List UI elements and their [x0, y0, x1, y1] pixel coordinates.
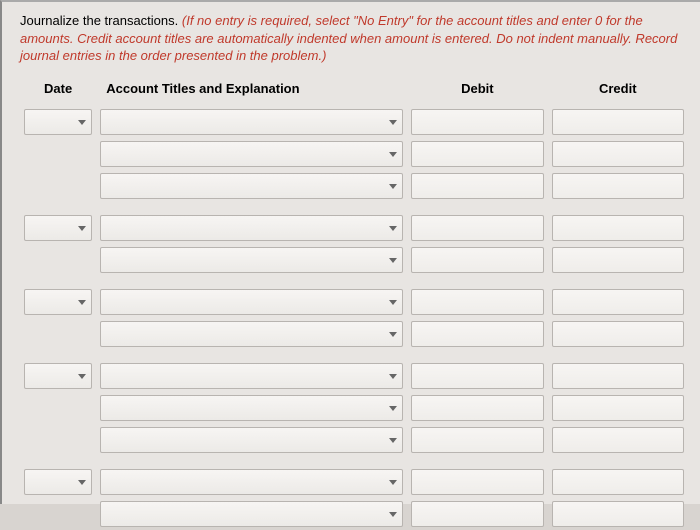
account-title-select[interactable]	[100, 363, 403, 389]
debit-input[interactable]	[411, 247, 543, 273]
date-select[interactable]	[24, 363, 92, 389]
table-row	[20, 170, 688, 202]
table-row	[20, 138, 688, 170]
debit-input[interactable]	[411, 173, 543, 199]
table-row	[20, 498, 688, 530]
col-header-credit: Credit	[548, 75, 688, 106]
journal-entry-page: Journalize the transactions. (If no entr…	[0, 0, 700, 504]
debit-input[interactable]	[411, 141, 543, 167]
table-row	[20, 466, 688, 498]
credit-input[interactable]	[552, 395, 684, 421]
credit-input[interactable]	[552, 215, 684, 241]
credit-input[interactable]	[552, 321, 684, 347]
col-header-account: Account Titles and Explanation	[96, 75, 407, 106]
account-title-select[interactable]	[100, 173, 403, 199]
credit-input[interactable]	[552, 173, 684, 199]
debit-input[interactable]	[411, 321, 543, 347]
credit-input[interactable]	[552, 469, 684, 495]
col-header-debit: Debit	[407, 75, 547, 106]
col-header-date: Date	[20, 75, 96, 106]
account-title-select[interactable]	[100, 321, 403, 347]
group-separator	[20, 202, 688, 212]
table-row	[20, 244, 688, 276]
date-select[interactable]	[24, 109, 92, 135]
debit-input[interactable]	[411, 427, 543, 453]
account-title-select[interactable]	[100, 141, 403, 167]
credit-input[interactable]	[552, 289, 684, 315]
debit-input[interactable]	[411, 469, 543, 495]
account-title-select[interactable]	[100, 427, 403, 453]
debit-input[interactable]	[411, 109, 543, 135]
instructions-lead: Journalize the transactions.	[20, 13, 178, 28]
account-title-select[interactable]	[100, 469, 403, 495]
table-row	[20, 106, 688, 138]
table-row	[20, 318, 688, 350]
debit-input[interactable]	[411, 363, 543, 389]
group-separator	[20, 276, 688, 286]
table-row	[20, 392, 688, 424]
debit-input[interactable]	[411, 289, 543, 315]
date-select[interactable]	[24, 469, 92, 495]
group-separator	[20, 350, 688, 360]
credit-input[interactable]	[552, 247, 684, 273]
credit-input[interactable]	[552, 141, 684, 167]
date-select[interactable]	[24, 289, 92, 315]
debit-input[interactable]	[411, 501, 543, 527]
credit-input[interactable]	[552, 109, 684, 135]
table-row	[20, 360, 688, 392]
account-title-select[interactable]	[100, 109, 403, 135]
credit-input[interactable]	[552, 427, 684, 453]
table-row	[20, 286, 688, 318]
account-title-select[interactable]	[100, 501, 403, 527]
table-row	[20, 424, 688, 456]
debit-input[interactable]	[411, 395, 543, 421]
instructions: Journalize the transactions. (If no entr…	[20, 12, 688, 65]
table-row	[20, 212, 688, 244]
credit-input[interactable]	[552, 363, 684, 389]
account-title-select[interactable]	[100, 289, 403, 315]
group-separator	[20, 456, 688, 466]
debit-input[interactable]	[411, 215, 543, 241]
account-title-select[interactable]	[100, 215, 403, 241]
account-title-select[interactable]	[100, 247, 403, 273]
account-title-select[interactable]	[100, 395, 403, 421]
credit-input[interactable]	[552, 501, 684, 527]
date-select[interactable]	[24, 215, 92, 241]
journal-table: Date Account Titles and Explanation Debi…	[20, 75, 688, 530]
